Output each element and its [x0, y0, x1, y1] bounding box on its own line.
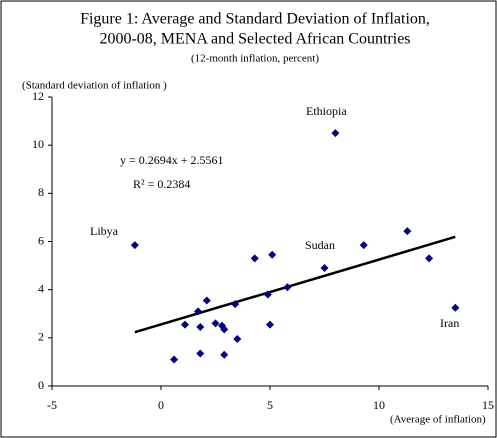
chart-subtitle: (12-month inflation, percent) — [191, 53, 319, 65]
y-tick-label: 8 — [38, 185, 44, 199]
point — [196, 322, 205, 331]
point-label: Iran — [440, 316, 459, 330]
y-axis-label: (Standard deviation of inflation ) — [22, 80, 167, 92]
point — [250, 254, 259, 263]
y-tick-label: 2 — [38, 330, 44, 344]
y-tick-label: 4 — [38, 281, 44, 295]
y-tick-label: 10 — [32, 137, 44, 151]
x-tick-label: 5 — [267, 398, 273, 412]
point — [283, 283, 292, 292]
point — [403, 227, 412, 236]
y-tick-label: 0 — [38, 378, 44, 392]
point-label: Sudan — [305, 238, 335, 252]
point — [266, 320, 274, 329]
point — [220, 350, 229, 359]
point — [194, 307, 203, 316]
point — [170, 355, 179, 364]
point — [263, 290, 272, 299]
trendline — [134, 235, 456, 334]
point — [331, 129, 340, 138]
point — [451, 303, 460, 312]
point — [202, 296, 211, 305]
point — [211, 319, 220, 328]
x-axis-label: (Average of inflation) — [390, 414, 486, 426]
point — [220, 325, 229, 334]
x-tick-label: -5 — [47, 398, 57, 412]
point — [425, 254, 434, 263]
point — [233, 335, 242, 344]
point — [180, 320, 189, 329]
point — [320, 263, 329, 272]
chart-title: 2000-08, MENA and Selected African Count… — [99, 31, 410, 48]
y-tick-label: 6 — [38, 233, 44, 247]
point — [196, 349, 205, 358]
point — [268, 250, 277, 259]
point — [130, 241, 139, 250]
r-squared: R² = 0.2384 — [133, 177, 190, 191]
chart-title: Figure 1: Average and Standard Deviation… — [80, 11, 430, 28]
point-label: Libya — [90, 224, 119, 238]
x-tick-label: 15 — [482, 398, 494, 412]
point — [231, 300, 240, 309]
x-tick-label: 0 — [158, 398, 164, 412]
y-tick-label: 12 — [32, 89, 44, 103]
x-tick-label: 10 — [373, 398, 385, 412]
point — [359, 241, 368, 250]
point-label: Ethiopia — [306, 104, 347, 118]
trend-equation: y = 0.2694x + 2.5561 — [120, 153, 224, 167]
